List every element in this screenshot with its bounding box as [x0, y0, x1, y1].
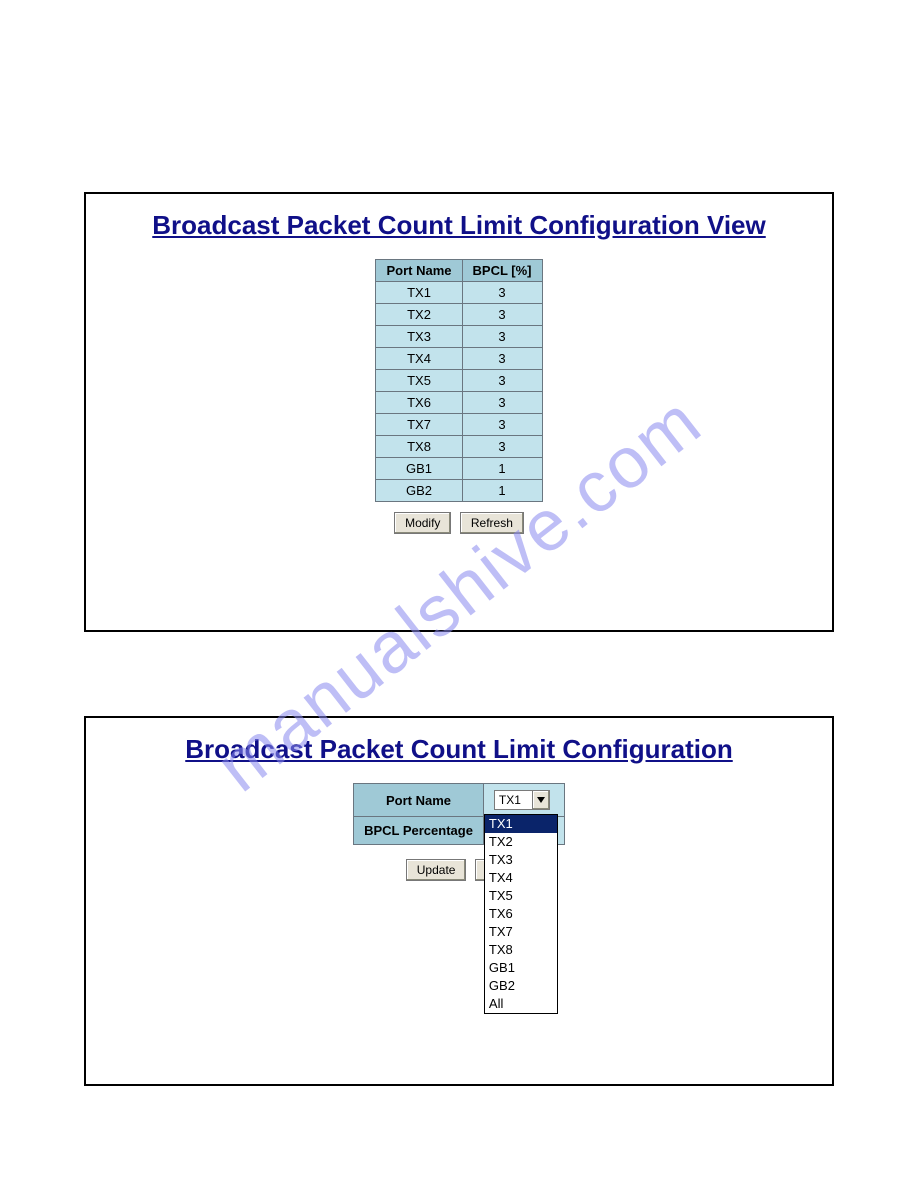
cell-port-name: TX8	[376, 436, 462, 458]
modify-button[interactable]: Modify	[394, 512, 451, 534]
col-bpcl-pct: BPCL [%]	[462, 260, 542, 282]
table-row: TX53	[376, 370, 542, 392]
cell-bpcl-pct: 3	[462, 436, 542, 458]
cell-port-name: TX2	[376, 304, 462, 326]
dropdown-option[interactable]: All	[485, 995, 557, 1013]
bpcl-config-panel: Broadcast Packet Count Limit Configurati…	[84, 716, 834, 1086]
port-name-dropdown-list[interactable]: TX1TX2TX3TX4TX5TX6TX7TX8GB1GB2All	[484, 814, 558, 1014]
port-name-cell: TX1 TX1TX2TX3TX4TX5TX6TX7TX8GB1GB2All	[483, 784, 564, 817]
dropdown-option[interactable]: GB2	[485, 977, 557, 995]
port-name-selected: TX1	[495, 793, 532, 807]
table-row: TX63	[376, 392, 542, 414]
bpcl-config-title: Broadcast Packet Count Limit Configurati…	[96, 734, 822, 765]
table-row: TX73	[376, 414, 542, 436]
cell-bpcl-pct: 3	[462, 370, 542, 392]
table-row: TX83	[376, 436, 542, 458]
refresh-button[interactable]: Refresh	[460, 512, 524, 534]
bpcl-view-panel: Broadcast Packet Count Limit Configurati…	[84, 192, 834, 632]
cell-bpcl-pct: 1	[462, 458, 542, 480]
table-row: TX33	[376, 326, 542, 348]
cell-port-name: TX5	[376, 370, 462, 392]
cell-port-name: TX1	[376, 282, 462, 304]
table-row: GB11	[376, 458, 542, 480]
port-name-label: Port Name	[354, 784, 484, 817]
cell-bpcl-pct: 3	[462, 326, 542, 348]
cell-bpcl-pct: 3	[462, 348, 542, 370]
dropdown-option[interactable]: TX7	[485, 923, 557, 941]
cell-port-name: GB1	[376, 458, 462, 480]
dropdown-option[interactable]: TX4	[485, 869, 557, 887]
col-port-name: Port Name	[376, 260, 462, 282]
chevron-down-icon	[532, 791, 549, 809]
cell-bpcl-pct: 1	[462, 480, 542, 502]
dropdown-option[interactable]: TX6	[485, 905, 557, 923]
cell-bpcl-pct: 3	[462, 414, 542, 436]
cell-port-name: GB2	[376, 480, 462, 502]
dropdown-option[interactable]: GB1	[485, 959, 557, 977]
dropdown-option[interactable]: TX1	[485, 815, 557, 833]
dropdown-option[interactable]: TX8	[485, 941, 557, 959]
dropdown-option[interactable]: TX3	[485, 851, 557, 869]
bpcl-pct-label: BPCL Percentage	[354, 817, 484, 845]
cell-port-name: TX3	[376, 326, 462, 348]
table-row: GB21	[376, 480, 542, 502]
bpcl-config-table: Port Name TX1 TX1TX2TX3TX4TX5TX6TX7TX8GB…	[353, 783, 565, 845]
port-name-dropdown[interactable]: TX1	[494, 790, 550, 810]
cell-port-name: TX6	[376, 392, 462, 414]
cell-bpcl-pct: 3	[462, 282, 542, 304]
dropdown-option[interactable]: TX2	[485, 833, 557, 851]
view-button-row: Modify Refresh	[96, 512, 822, 534]
cell-bpcl-pct: 3	[462, 304, 542, 326]
cell-bpcl-pct: 3	[462, 392, 542, 414]
table-row: TX13	[376, 282, 542, 304]
config-button-row: Update Ca	[96, 859, 822, 881]
table-row: TX23	[376, 304, 542, 326]
bpcl-view-title: Broadcast Packet Count Limit Configurati…	[96, 210, 822, 241]
bpcl-table: Port Name BPCL [%] TX13TX23TX33TX43TX53T…	[375, 259, 542, 502]
update-button[interactable]: Update	[406, 859, 467, 881]
cell-port-name: TX4	[376, 348, 462, 370]
dropdown-option[interactable]: TX5	[485, 887, 557, 905]
table-row: TX43	[376, 348, 542, 370]
cell-port-name: TX7	[376, 414, 462, 436]
